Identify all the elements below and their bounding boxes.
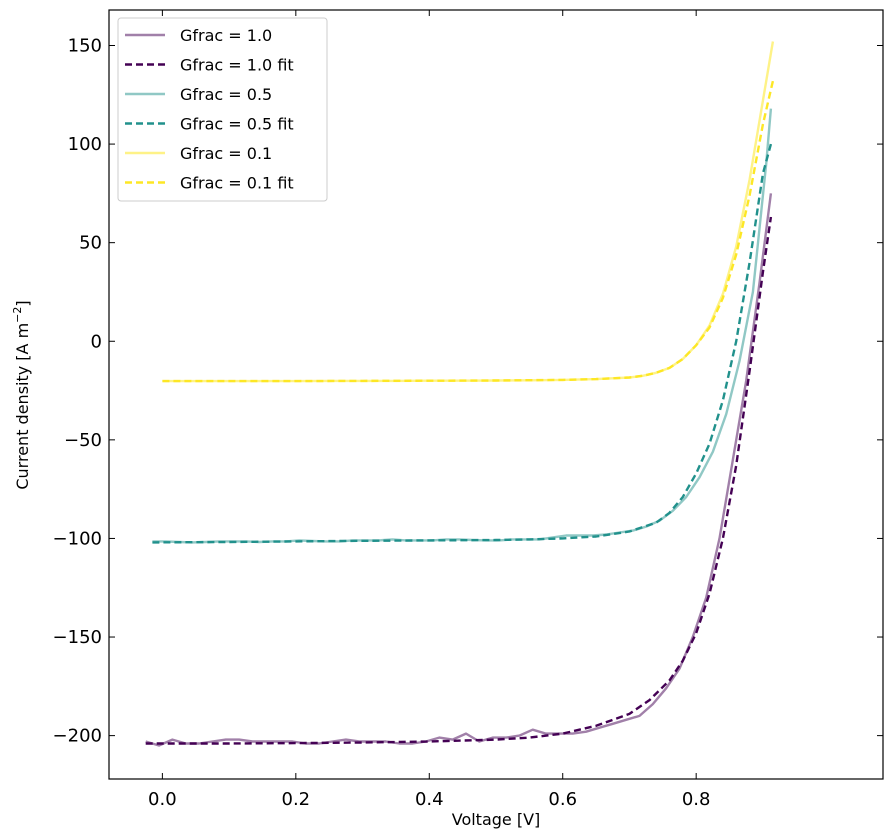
legend-label-2: Gfrac = 0.5 [180, 85, 272, 104]
y-tick-label-4: −50 [64, 430, 102, 451]
plot-frame [108, 9, 884, 780]
x-tick-label-2: 0.4 [415, 789, 444, 810]
legend-label-1: Gfrac = 1.0 fit [180, 56, 294, 75]
y-tick-label-3: 0 [91, 331, 102, 352]
y-tick-label-0: 150 [68, 35, 102, 56]
y-tick-label-2: 50 [79, 233, 102, 254]
x-tick-label-4: 0.8 [682, 789, 711, 810]
series-line-3 [152, 143, 773, 544]
legend-box [117, 17, 328, 202]
y-tick-label-6: −150 [53, 627, 102, 648]
legend-label-0: Gfrac = 1.0 [180, 26, 272, 45]
series-line-5 [162, 80, 775, 383]
y-axis-label: Current density [A m−2] [11, 300, 32, 489]
y-axis-label-sup: −2 [11, 307, 24, 323]
legend-label-3: Gfrac = 0.5 fit [180, 115, 294, 134]
series-line-1 [145, 216, 773, 745]
series-layer [145, 41, 775, 747]
x-tick-label-3: 0.6 [548, 789, 577, 810]
series-line-0 [145, 193, 773, 747]
x-tick-label-1: 0.2 [282, 789, 311, 810]
legend-label-5: Gfrac = 0.1 fit [180, 174, 294, 193]
x-tick-label-0: 0.0 [148, 789, 177, 810]
y-tick-label-1: 100 [68, 134, 102, 155]
x-axis-label: Voltage [V] [452, 810, 541, 829]
y-tick-label-7: −200 [53, 726, 102, 747]
y-axis-label-close: ] [13, 300, 32, 306]
ticks-layer: 0.0 0.2 0.4 0.6 0.8 150 100 50 0 −50 −100 −150 −200 [53, 10, 883, 810]
legend-label-4: Gfrac = 0.1 [180, 144, 272, 163]
y-axis-label-main: Current density [A m [13, 323, 32, 490]
y-tick-label-5: −100 [53, 528, 102, 549]
legend: Gfrac = 1.0 Gfrac = 1.0 fit Gfrac = 0.5 Gfr… [117, 17, 328, 202]
